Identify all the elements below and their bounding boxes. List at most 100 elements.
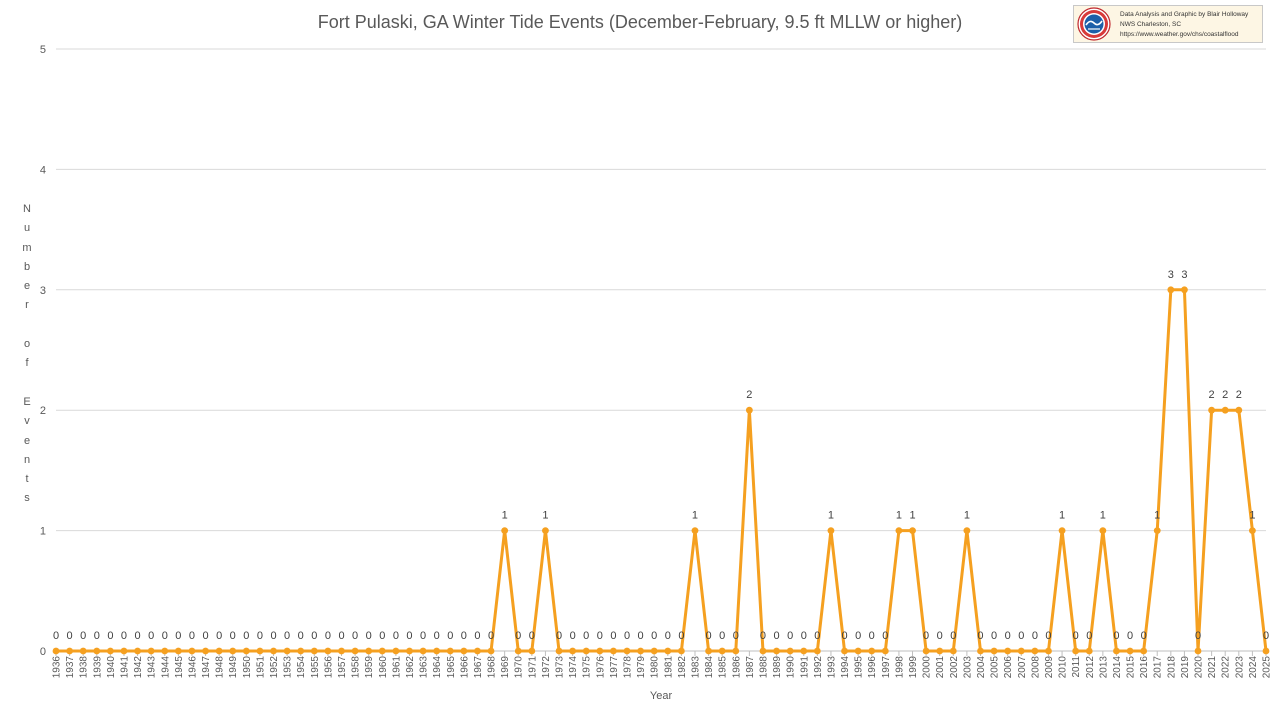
- data-point: [813, 647, 821, 655]
- data-point: [623, 647, 631, 655]
- data-point: [745, 406, 753, 414]
- data-point: [378, 647, 386, 655]
- x-tick-label: 1982: [677, 656, 688, 679]
- data-label: 0: [366, 630, 372, 642]
- data-point: [392, 647, 400, 655]
- data-point: [1072, 647, 1080, 655]
- data-label: 0: [597, 630, 603, 642]
- data-point: [501, 527, 509, 534]
- data-label: 0: [189, 630, 195, 642]
- data-label: 0: [570, 630, 576, 642]
- x-tick-label: 2024: [1248, 656, 1259, 679]
- x-tick-label: 1970: [514, 656, 525, 679]
- data-label: 2: [746, 389, 752, 401]
- data-label: 0: [583, 630, 589, 642]
- x-tick-label: 1966: [459, 656, 470, 679]
- data-point: [242, 647, 250, 655]
- data-label: 1: [502, 510, 508, 522]
- data-point: [922, 647, 930, 655]
- data-point: [446, 647, 454, 655]
- data-point: [800, 647, 808, 655]
- x-tick-label: 2014: [1112, 656, 1123, 679]
- x-tick-label: 2005: [990, 656, 1001, 679]
- data-label: 1: [1249, 510, 1255, 522]
- x-tick-label: 1948: [215, 656, 226, 679]
- x-tick-label: 1961: [391, 656, 402, 679]
- y-tick-label: 4: [40, 164, 46, 176]
- x-tick-label: 1938: [79, 656, 90, 679]
- data-point: [351, 647, 359, 655]
- data-point: [569, 647, 577, 655]
- x-tick-label: 1956: [323, 656, 334, 679]
- data-label: 0: [461, 630, 467, 642]
- data-point: [881, 647, 889, 655]
- data-point: [1140, 647, 1148, 655]
- x-tick-label: 1951: [255, 656, 266, 679]
- data-label: 0: [94, 630, 100, 642]
- x-tick-label: 1953: [283, 656, 294, 679]
- x-tick-label: 2020: [1194, 656, 1205, 679]
- data-label: 0: [706, 630, 712, 642]
- x-tick-label: 1964: [432, 656, 443, 679]
- x-tick-label: 1946: [187, 656, 198, 679]
- x-tick-label: 2003: [962, 656, 973, 679]
- data-label: 0: [379, 630, 385, 642]
- data-label: 0: [678, 630, 684, 642]
- data-point: [487, 647, 495, 655]
- data-label: 0: [733, 630, 739, 642]
- data-label: 0: [855, 630, 861, 642]
- data-label: 0: [977, 630, 983, 642]
- data-point: [963, 527, 971, 534]
- x-tick-label: 1947: [201, 656, 212, 679]
- data-point: [1126, 647, 1134, 655]
- credit-line-1: Data Analysis and Graphic by Blair Hollo…: [1120, 11, 1249, 18]
- x-tick-label: 1969: [500, 656, 511, 679]
- x-tick-label: 1945: [174, 656, 185, 679]
- data-point: [1045, 647, 1052, 655]
- x-tick-label: 1936: [52, 656, 63, 679]
- x-tick-label: 1941: [119, 656, 130, 679]
- x-tick-label: 2002: [949, 656, 960, 679]
- x-tick-label: 2006: [1003, 656, 1014, 679]
- chart-title: Fort Pulaski, GA Winter Tide Events (Dec…: [317, 12, 963, 32]
- data-label: 0: [1263, 630, 1269, 642]
- data-point: [365, 647, 373, 655]
- data-point: [1085, 647, 1093, 655]
- data-label: 0: [814, 630, 820, 642]
- x-tick-label: 1972: [541, 656, 552, 679]
- x-tick-label: 1952: [269, 656, 280, 679]
- data-point: [106, 647, 114, 655]
- x-tick-label: 2000: [922, 656, 933, 679]
- data-label: 0: [298, 630, 304, 642]
- data-point: [732, 647, 740, 655]
- data-label: 0: [1086, 630, 1092, 642]
- data-point: [1181, 286, 1188, 294]
- data-label: 0: [869, 630, 875, 642]
- x-tick-label: 1988: [758, 656, 769, 679]
- x-tick-label: 1978: [623, 656, 634, 679]
- data-label: 0: [107, 630, 113, 642]
- x-tick-label: 2001: [935, 656, 946, 679]
- data-point: [1058, 527, 1066, 534]
- data-point: [270, 647, 277, 655]
- x-tick-label: 2009: [1044, 656, 1055, 679]
- x-tick-label: 2025: [1262, 656, 1273, 679]
- data-label: 0: [719, 630, 725, 642]
- data-point: [433, 647, 441, 655]
- x-tick-label: 2007: [1017, 656, 1028, 679]
- data-label: 0: [447, 630, 453, 642]
- x-tick-label: 1963: [419, 656, 430, 679]
- x-tick-label: 1998: [894, 656, 905, 679]
- y-axis-title: N u m b e r o f E v e n t s: [22, 203, 32, 505]
- x-tick-label: 1984: [704, 656, 715, 679]
- y-tick-label: 5: [40, 44, 46, 56]
- data-point: [406, 647, 413, 655]
- data-label: 0: [474, 630, 480, 642]
- data-label: 0: [610, 630, 616, 642]
- data-point: [949, 647, 957, 655]
- x-tick-label: 2017: [1153, 656, 1164, 679]
- x-tick-label: 2016: [1139, 656, 1150, 679]
- x-tick-label: 1937: [65, 656, 76, 679]
- x-tick-label: 1974: [568, 656, 579, 679]
- x-tick-label: 1990: [786, 656, 797, 679]
